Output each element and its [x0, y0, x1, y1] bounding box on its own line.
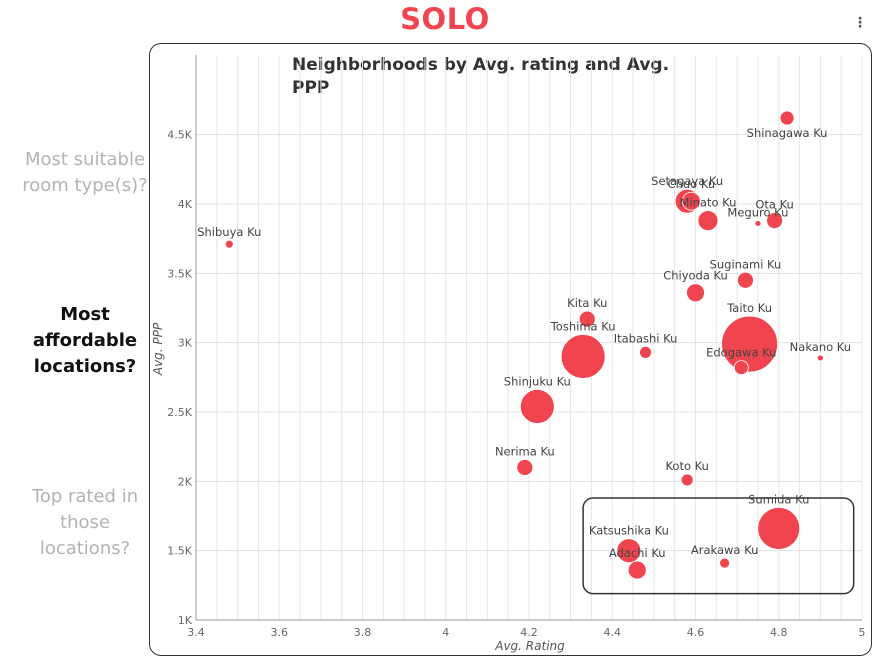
question-line: Top rated in: [31, 486, 139, 507]
data-label: Nerima Ku: [495, 444, 555, 458]
data-label: Nakano Ku: [790, 340, 851, 354]
data-label: Shibuya Ku: [197, 225, 261, 239]
x-tick-label: 4.4: [604, 626, 622, 639]
chart-title-line2: PPP: [292, 78, 329, 98]
data-point: [616, 538, 642, 564]
x-tick-label: 4.6: [687, 626, 705, 639]
question-line: Most suitable: [24, 149, 146, 170]
data-point: [757, 507, 801, 550]
question-line: Most: [60, 304, 110, 325]
page-header: SOLO: [0, 2, 890, 36]
question-affordable-locations[interactable]: Most affordable locations?: [0, 302, 170, 380]
x-tick-label: 4.2: [520, 626, 538, 639]
data-point: [686, 283, 705, 303]
question-top-rated[interactable]: Top rated in those locations?: [0, 484, 170, 562]
data-label: Ota Ku: [755, 198, 794, 212]
data-label: Itabashi Ku: [614, 331, 678, 345]
data-label: Chuo Ku: [668, 177, 716, 191]
data-label: Adachi Ku: [609, 546, 666, 560]
data-label: Sumida Ku: [748, 492, 809, 506]
data-point: [680, 473, 694, 487]
points: [224, 110, 824, 580]
data-label: Chiyoda Ku: [663, 269, 728, 283]
data-label: Kita Ku: [567, 296, 607, 310]
page-title: SOLO: [400, 2, 490, 36]
data-point: [779, 110, 795, 126]
question-line: locations?: [39, 538, 131, 559]
data-point: [578, 310, 596, 328]
y-tick-label: 2.5K: [167, 406, 192, 419]
highlight-box-layer: [582, 497, 855, 595]
data-label: Katsushika Ku: [589, 524, 669, 538]
y-tick-label: 4.5K: [167, 129, 192, 142]
data-point: [516, 459, 534, 476]
y-tick-label: 1K: [178, 614, 193, 627]
data-label: Shinjuku Ku: [504, 374, 571, 388]
x-tick-label: 3.4: [187, 626, 205, 639]
data-label: Setagaya Ku: [651, 174, 723, 188]
highlight-box: [582, 497, 855, 595]
data-point: [754, 220, 762, 227]
grid: [195, 55, 863, 621]
data-point: [721, 315, 779, 373]
question-line: room type(s)?: [22, 175, 148, 196]
data-point: [681, 191, 701, 211]
question-line: those: [60, 512, 110, 533]
data-point: [816, 354, 824, 362]
x-tick-label: 4: [442, 626, 449, 639]
data-point: [733, 360, 749, 376]
data-point: [697, 210, 719, 232]
data-point: [627, 560, 647, 580]
data-label: Taito Ku: [726, 301, 772, 315]
x-tick-label: 5: [859, 626, 866, 639]
data-point: [737, 271, 754, 289]
data-point: [639, 345, 652, 359]
chart-card: [149, 43, 872, 656]
question-room-type[interactable]: Most suitable room type(s)?: [0, 147, 170, 199]
y-tick-label: 1.5K: [167, 545, 192, 558]
data-label: Toshima Ku: [550, 320, 616, 334]
y-tick-label: 3K: [178, 337, 193, 350]
y-tick-label: 2K: [178, 475, 193, 488]
x-tick-label: 3.6: [271, 626, 289, 639]
question-line: affordable: [32, 330, 138, 351]
data-label: Edogawa Ku: [706, 346, 776, 360]
y-tick-label: 3.5K: [167, 267, 192, 280]
data-label: Arakawa Ku: [691, 543, 759, 557]
chart-title-line1: Neighborhoods by Avg. rating and Avg.: [292, 55, 669, 75]
data-label: Minato Ku: [680, 196, 737, 210]
x-axis-label: Avg. Rating: [494, 639, 565, 653]
x-tick-label: 4.8: [770, 626, 788, 639]
y-axis-label: Avg. PPP: [151, 322, 165, 376]
data-point: [766, 212, 783, 230]
data-label: Meguro Ku: [727, 205, 788, 219]
data-point: [719, 557, 731, 569]
data-point: [519, 389, 555, 424]
y-tick-label: 4K: [178, 198, 193, 211]
x-tick-label: 3.8: [354, 626, 372, 639]
axes: 3.4 3.6 3.8 4 4.2 4.4 4.6 4.8 5 1K 1.5K 2K 2.5K 3K 3.5…: [167, 55, 866, 639]
data-label: Koto Ku: [665, 459, 708, 473]
data-point: [560, 334, 606, 379]
question-line: locations?: [33, 356, 137, 377]
data-point: [224, 239, 234, 249]
data-label: Shinagawa Ku: [747, 126, 828, 140]
data-label: Suginami Ku: [710, 257, 782, 271]
more-options-icon[interactable]: ⋮: [853, 15, 867, 31]
